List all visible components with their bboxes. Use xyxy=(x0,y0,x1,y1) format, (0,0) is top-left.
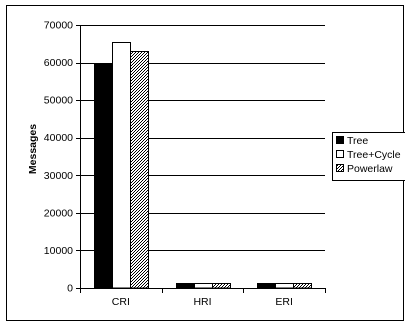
y-tick-label: 40000 xyxy=(44,132,73,144)
legend: Tree Tree+Cycle Powerlaw xyxy=(332,132,405,181)
legend-label-tree: Tree xyxy=(347,135,368,147)
bar-chart: 0 10000 20000 30000 40000 50000 60000 70000 CRI… xyxy=(27,20,405,308)
bar-powerlaw-hri xyxy=(212,283,231,289)
x-tick-labels: CRI HRI ERI xyxy=(112,296,293,308)
bar-tree-hri xyxy=(176,283,195,289)
y-tick-label: 60000 xyxy=(44,57,73,69)
x-tick-label: HRI xyxy=(193,296,211,308)
bar-tree-cycle-cri xyxy=(112,42,131,289)
bar-tree-cycle-eri xyxy=(275,283,294,289)
x-tick-label: ERI xyxy=(275,296,293,308)
legend-label-tree-cycle: Tree+Cycle xyxy=(347,149,401,161)
chart-frame: 0 10000 20000 30000 40000 50000 60000 70000 CRI… xyxy=(6,5,405,321)
bar-tree-cycle-hri xyxy=(194,283,213,289)
bar-tree-eri xyxy=(257,283,276,289)
y-tick-label: 10000 xyxy=(44,245,73,257)
bar-powerlaw-eri xyxy=(293,283,312,289)
axes xyxy=(76,25,326,293)
bars xyxy=(94,42,312,289)
bar-powerlaw-cri xyxy=(130,51,149,289)
legend-box xyxy=(332,132,405,181)
y-tick-label: 20000 xyxy=(44,207,73,219)
legend-swatch-tree-cycle xyxy=(336,150,344,158)
y-tick-label: 50000 xyxy=(44,95,73,107)
legend-swatch-tree xyxy=(336,136,344,144)
y-tick-labels: 0 10000 20000 30000 40000 50000 60000 70000 xyxy=(44,20,73,295)
x-tick-label: CRI xyxy=(112,296,130,308)
y-axis-title: Messages xyxy=(27,124,39,174)
bar-tree-cri xyxy=(94,63,113,289)
legend-swatch-powerlaw xyxy=(336,164,344,172)
legend-label-powerlaw: Powerlaw xyxy=(347,163,393,175)
y-tick-label: 30000 xyxy=(44,170,73,182)
y-tick-label: 0 xyxy=(67,283,73,295)
y-tick-label: 70000 xyxy=(44,20,73,32)
